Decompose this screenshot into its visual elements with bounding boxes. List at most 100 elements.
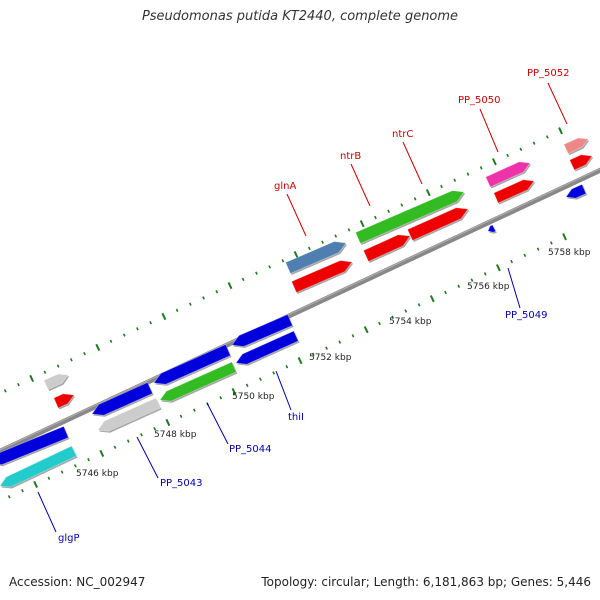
leader-PP_5049 (507, 267, 521, 309)
leader-glnA (286, 193, 307, 237)
lower-tick-row-tick (165, 418, 171, 427)
gene-blue-lower-2-body (91, 381, 154, 416)
gene-red-left-body (53, 393, 75, 409)
gene-label-PP_5043: PP_5043 (160, 478, 203, 489)
gene-PP_5049-blue (487, 224, 497, 234)
gene-ntrB-green (355, 190, 466, 245)
gene-blue-lower-3-body (153, 343, 231, 385)
upper-tick-row-tick (56, 364, 60, 368)
upper-tick-row-tick (215, 290, 219, 294)
upper-tick-row-tick (321, 240, 324, 244)
gene-PP_5050-red (493, 179, 536, 205)
genome-summary-text: Topology: circular; Length: 6,181,863 bp… (261, 575, 591, 589)
genome-backbone (0, 167, 600, 455)
tick-layer (3, 127, 567, 499)
lower-tick-row-tick (153, 426, 157, 431)
gene-blue-lower-5 (565, 183, 588, 200)
lower-tick-row-tick (297, 356, 303, 365)
lower-tick-row-tick (404, 309, 408, 313)
upper-tick-row-tick (136, 327, 139, 331)
upper-tick-row-tick (387, 209, 391, 213)
upper-tick-row-tick (227, 281, 233, 290)
leader-PP_5044 (206, 402, 229, 445)
upper-tick-row-tick (359, 220, 365, 228)
lower-tick-row-tick (536, 247, 540, 251)
upper-tick-row-tick (43, 370, 47, 374)
lower-tick-row-tick (325, 346, 328, 350)
gene-ntrC-red (406, 207, 470, 242)
gene-PP_5050-magenta (485, 161, 532, 189)
upper-tick-row-tick (161, 312, 167, 321)
upper-tick-row-tick (17, 382, 20, 387)
leader-ntrC (402, 141, 423, 185)
gene-glgP-cyan-body (0, 445, 77, 488)
lower-tick-row-tick (60, 470, 64, 474)
upper-tick-row-tick (506, 153, 510, 158)
upper-tick-row-tick (241, 277, 245, 282)
gene-glnA-steel-body (285, 241, 347, 275)
upper-tick-row-tick (491, 158, 497, 166)
lower-tick-row-tick (562, 233, 567, 241)
gene-label-PP_5049: PP_5049 (505, 310, 548, 321)
upper-tick-row-tick (95, 343, 101, 352)
accession-text: Accession: NC_002947 (9, 575, 146, 589)
gene-PP_5050-magenta-body (485, 161, 531, 188)
upper-tick-row-tick (202, 296, 205, 300)
upper-tick-row-tick (255, 271, 258, 275)
gene-red-left (53, 393, 76, 410)
lower-tick-row-tick (113, 445, 117, 449)
gene-blue-lower-3 (153, 343, 232, 386)
lower-tick-row-tick (73, 464, 77, 468)
gene-ntrB-green-body (355, 190, 465, 245)
leader-PP_5052 (547, 82, 568, 125)
map-title: Pseudomonas putida KT2440, complete geno… (141, 9, 459, 24)
lower-tick-row-tick (429, 295, 435, 303)
leader-ntrB (350, 163, 371, 207)
upper-tick-row-tick (293, 250, 299, 259)
gene-blue-lower-2 (91, 381, 154, 417)
upper-tick-row-tick (558, 127, 563, 135)
lower-tick-row-tick (245, 383, 249, 388)
gene-glnA-red (291, 260, 354, 294)
gene-glnA-red-body (291, 260, 353, 294)
lower-tick-row-tick (378, 321, 381, 326)
upper-tick-row-tick (281, 259, 285, 263)
lower-tick-row-tick (126, 439, 130, 443)
upper-tick-row-tick (347, 228, 351, 232)
tick-label-5750: 5750 kbp (232, 392, 275, 402)
gene-PP_5044-green (159, 361, 238, 403)
gene-ntrB-red (362, 234, 412, 263)
upper-tick-row-tick (29, 374, 35, 383)
gene-PP_5052-red (569, 154, 594, 172)
lower-tick-row-tick (219, 396, 223, 400)
gene-PP_5044-green-body (159, 361, 237, 402)
lower-tick-row-tick (510, 259, 514, 264)
gene-PP_5043-grey-body (97, 397, 161, 432)
leader-PP_5043 (136, 436, 159, 479)
gene-thiI-blue-body (235, 330, 299, 365)
gene-label-PP_5044: PP_5044 (229, 444, 272, 455)
gene-blue-lower-1-body (0, 425, 69, 466)
lower-tick-row-tick (444, 290, 447, 295)
gene-glnA-steel (285, 241, 348, 275)
gene-label-glgP: glgP (58, 533, 80, 544)
upper-tick-row-tick (545, 135, 549, 139)
lower-tick-row-tick (179, 414, 183, 419)
gene-blue-lower-5-body (565, 183, 587, 199)
lower-tick-row-tick (363, 326, 369, 334)
lower-tick-row-tick (549, 241, 553, 245)
upper-tick-row-tick (83, 351, 86, 356)
gene-PP_5052-red-body (569, 154, 593, 171)
gene-PP_5050-red-body (493, 179, 535, 204)
gene-PP_5049-blue-body (487, 224, 497, 233)
gene-ntrB-red-body (362, 234, 411, 263)
upper-tick-row-tick (425, 189, 431, 197)
lower-tick-row-tick (417, 303, 421, 307)
tick-label-5746: 5746 kbp (76, 469, 119, 479)
leader-glgP (37, 491, 57, 533)
leader-PP_5050 (479, 108, 499, 153)
gene-blue-lower-1 (0, 425, 70, 467)
gene-label-thiI: thiI (288, 412, 304, 423)
upper-tick-row-tick (453, 178, 457, 182)
